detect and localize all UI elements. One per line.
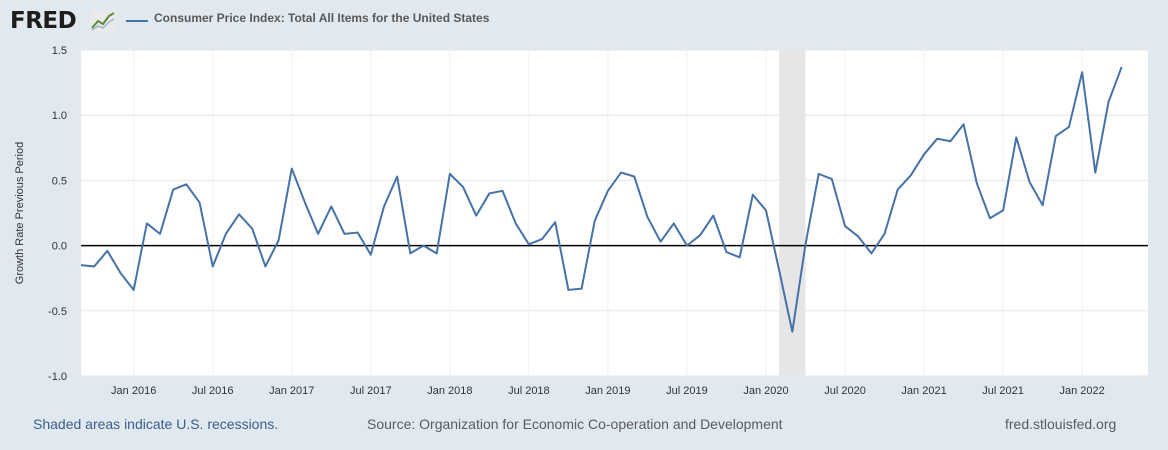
x-tick-label: Jul 2017 xyxy=(350,385,392,397)
x-tick-label: Jan 2019 xyxy=(585,385,630,397)
legend-swatch xyxy=(126,20,148,22)
x-tick-label: Jul 2016 xyxy=(192,385,234,397)
gridlines xyxy=(81,49,1148,377)
x-tick-label: Jan 2016 xyxy=(111,385,156,397)
x-tick-label: Jan 2018 xyxy=(427,385,472,397)
y-tick-label: -0.5 xyxy=(48,306,67,318)
x-axis-ticks: Jan 2016 Jul 2016 Jan 2017 Jul 2017 Jan 2018… xyxy=(111,385,1105,397)
y-axis-label: Growth Rate Previous Period xyxy=(14,142,26,284)
y-tick-label: 0.5 xyxy=(52,175,67,187)
cpi-line-chart: 1.51.00.50.0-0.5-1.0 Jan 2016 Jul 2016 Jan… xyxy=(14,45,1148,397)
legend-label: Consumer Price Index: Total All Items fo… xyxy=(154,11,490,25)
y-tick-label: 0.0 xyxy=(52,241,67,253)
x-tick-label: Jul 2021 xyxy=(982,385,1024,397)
y-tick-label: -1.0 xyxy=(48,371,67,383)
x-tick-label: Jan 2022 xyxy=(1060,385,1105,397)
y-axis-ticks: 1.5 1.0 0.5 0.0 -0.5 -1.0 xyxy=(48,45,67,383)
plot-area xyxy=(81,50,1148,376)
x-tick-label: Jan 2017 xyxy=(269,385,314,397)
fred-logo[interactable]: FRED xyxy=(10,8,77,34)
x-tick-label: Jan 2021 xyxy=(901,385,946,397)
source-text: Source: Organization for Economic Co-ope… xyxy=(367,416,783,432)
x-tick-label: Jul 2019 xyxy=(666,385,708,397)
x-tick-label: Jul 2020 xyxy=(824,385,866,397)
chart-header: FRED Consumer Price Index: Total All Ite… xyxy=(10,6,1160,34)
x-tick-label: Jan 2020 xyxy=(743,385,788,397)
graph-logo-icon xyxy=(90,10,116,32)
x-tick-label: Jul 2018 xyxy=(508,385,550,397)
cpi-series-line xyxy=(80,66,1123,333)
y-tick-label: 1.0 xyxy=(52,110,67,122)
fred-site-link[interactable]: fred.stlouisfed.org xyxy=(1005,416,1117,432)
y-tick-label: 1.5 xyxy=(52,45,67,57)
recession-note-link[interactable]: Shaded areas indicate U.S. recessions. xyxy=(33,416,279,432)
recession-shading xyxy=(779,50,806,376)
